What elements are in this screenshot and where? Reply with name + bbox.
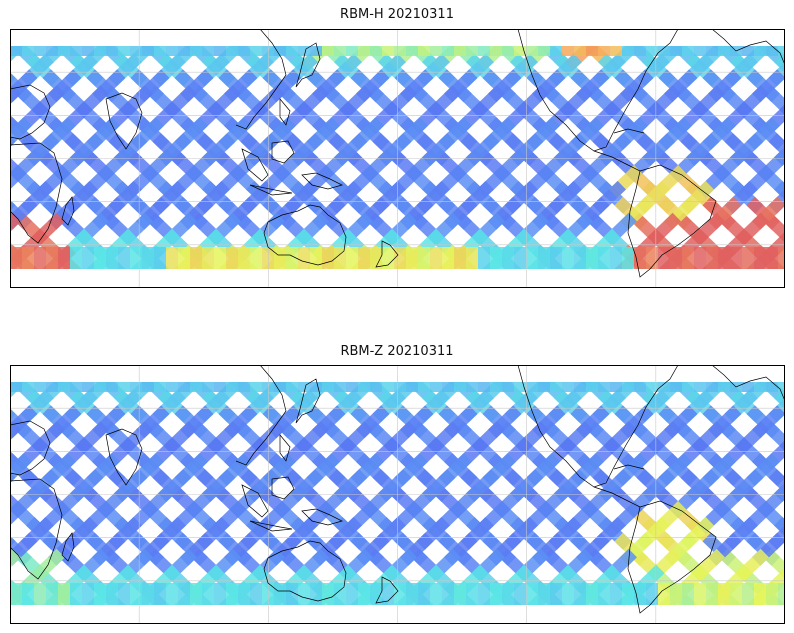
map-frame <box>10 29 785 288</box>
polar-band-north <box>10 382 785 392</box>
gridlines <box>10 29 785 288</box>
gridlines <box>10 365 785 624</box>
map-rbm-z <box>10 365 785 624</box>
coastlines <box>10 29 785 278</box>
polar-band-north <box>10 46 785 56</box>
map-rbm-h <box>10 29 785 288</box>
panel-title: RBM-Z 20210311 <box>340 344 454 359</box>
coastlines <box>10 365 785 614</box>
panel-title: RBM-H 20210311 <box>340 7 454 22</box>
polar-band-south <box>10 583 785 605</box>
map-frame <box>10 365 785 624</box>
